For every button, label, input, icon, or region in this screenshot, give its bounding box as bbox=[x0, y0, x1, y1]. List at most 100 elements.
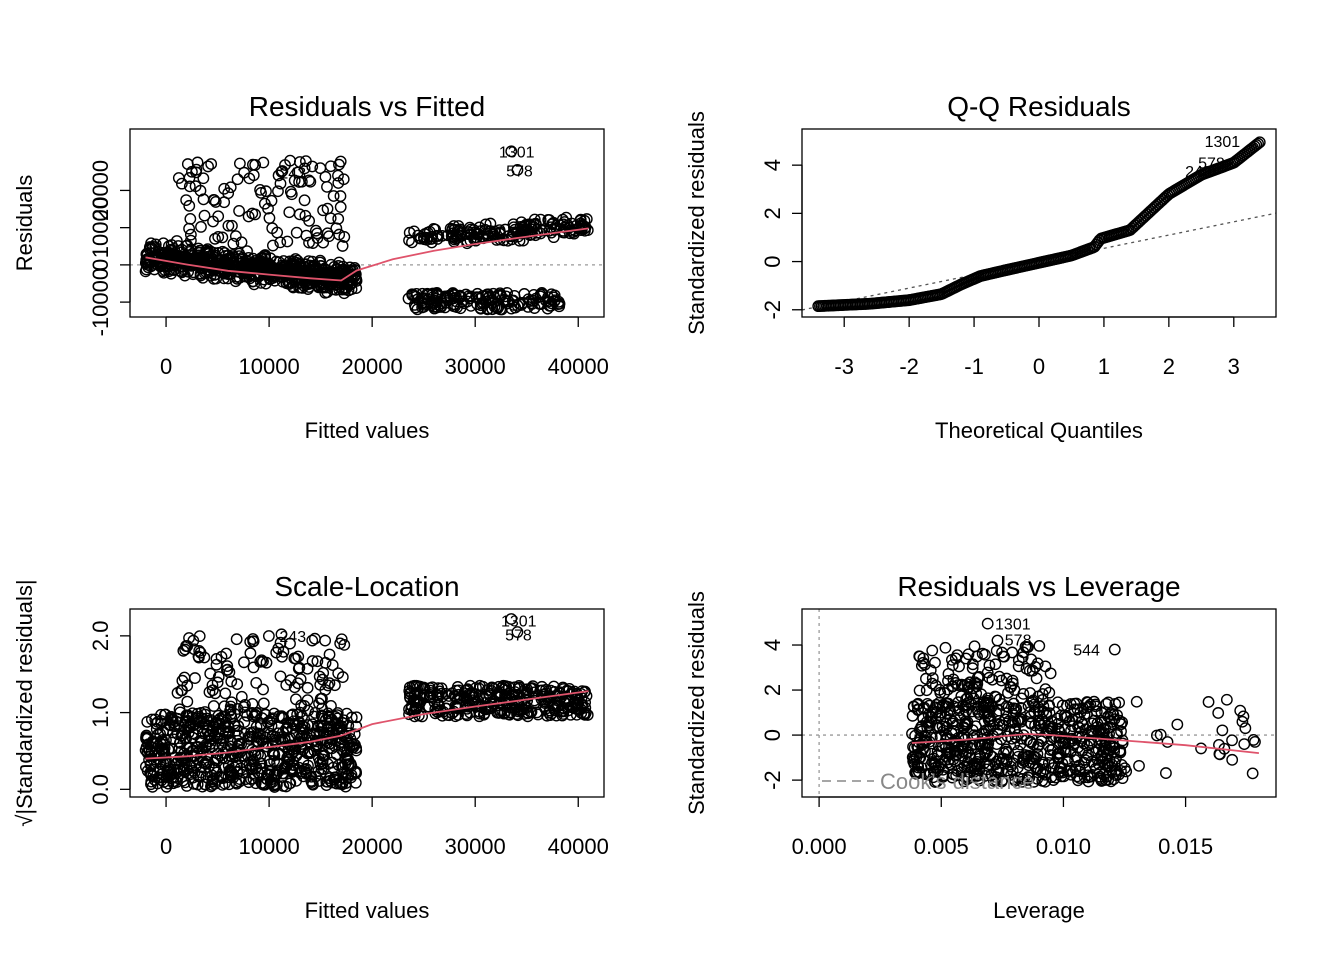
data-point bbox=[162, 765, 175, 778]
data-point bbox=[916, 719, 929, 732]
data-point bbox=[1097, 726, 1110, 739]
data-point bbox=[481, 684, 494, 696]
data-point bbox=[249, 762, 262, 775]
data-point bbox=[958, 708, 970, 721]
data-point bbox=[321, 180, 333, 193]
data-point bbox=[227, 237, 240, 250]
data-point bbox=[273, 747, 285, 760]
data-point bbox=[1226, 753, 1239, 766]
data-point bbox=[476, 290, 489, 302]
point-label: 243 bbox=[1185, 164, 1212, 181]
data-point bbox=[180, 194, 193, 206]
data-point bbox=[1246, 767, 1259, 780]
data-point bbox=[189, 672, 201, 684]
point-label: 1301 bbox=[501, 614, 537, 631]
data-point bbox=[247, 275, 260, 288]
data-point bbox=[927, 765, 940, 777]
y-tick-label: 20000 bbox=[88, 160, 113, 221]
data-point bbox=[326, 733, 339, 746]
x-tick-label: 40000 bbox=[548, 834, 609, 859]
data-point bbox=[243, 172, 256, 185]
data-point bbox=[260, 185, 272, 198]
data-point bbox=[177, 761, 189, 774]
data-point bbox=[512, 705, 525, 718]
data-point bbox=[220, 647, 233, 660]
data-point bbox=[508, 701, 521, 714]
data-point bbox=[1005, 768, 1017, 781]
data-point bbox=[198, 651, 211, 664]
data-point bbox=[921, 721, 934, 734]
data-point bbox=[285, 188, 298, 201]
x-tick-label: 40000 bbox=[548, 354, 609, 379]
data-point bbox=[989, 690, 1001, 703]
data-point bbox=[332, 212, 345, 225]
data-point bbox=[997, 752, 1010, 765]
data-point bbox=[327, 190, 340, 202]
data-point bbox=[1043, 725, 1055, 737]
data-point bbox=[273, 256, 286, 269]
data-point bbox=[488, 682, 501, 695]
data-point bbox=[314, 254, 327, 267]
data-point bbox=[940, 728, 953, 741]
data-point bbox=[339, 780, 352, 793]
data-point bbox=[1213, 738, 1225, 751]
data-point bbox=[1028, 706, 1041, 718]
data-point bbox=[321, 264, 334, 277]
data-point bbox=[175, 684, 188, 697]
data-point bbox=[956, 749, 969, 762]
y-axis-label: √|Standardized residuals| bbox=[12, 579, 37, 826]
data-point bbox=[226, 219, 238, 232]
data-point bbox=[262, 630, 275, 642]
data-point bbox=[225, 675, 238, 688]
y-tick-label: 0.0 bbox=[88, 774, 113, 805]
data-point bbox=[911, 759, 924, 771]
data-point bbox=[961, 692, 974, 704]
data-point bbox=[924, 711, 937, 723]
data-point bbox=[500, 680, 512, 693]
data-point bbox=[425, 236, 438, 249]
data-point bbox=[1195, 742, 1207, 755]
data-point bbox=[199, 706, 211, 718]
data-point bbox=[161, 724, 174, 737]
data-point bbox=[334, 155, 347, 168]
data-point bbox=[971, 769, 983, 781]
data-point bbox=[244, 647, 257, 660]
data-point bbox=[560, 211, 573, 224]
data-point bbox=[1027, 775, 1040, 788]
labeled-point bbox=[275, 628, 288, 641]
data-point bbox=[961, 773, 973, 786]
data-point bbox=[461, 684, 474, 696]
data-point bbox=[324, 212, 337, 225]
data-point bbox=[439, 290, 452, 303]
cooks-distance-legend: Cook's distance bbox=[880, 769, 1035, 794]
data-point bbox=[275, 711, 288, 724]
data-point bbox=[1024, 735, 1037, 748]
point-label: 1301 bbox=[995, 617, 1031, 634]
data-point bbox=[906, 709, 919, 722]
data-point bbox=[306, 634, 319, 647]
data-point bbox=[157, 776, 170, 788]
point-label: 243 bbox=[279, 166, 306, 183]
data-point bbox=[341, 753, 354, 766]
data-point bbox=[192, 770, 205, 783]
data-point bbox=[283, 206, 296, 219]
data-point bbox=[1044, 749, 1057, 761]
data-point bbox=[306, 160, 319, 173]
data-point bbox=[1238, 738, 1251, 751]
data-point bbox=[546, 218, 558, 231]
data-point bbox=[221, 664, 233, 676]
data-point bbox=[184, 234, 197, 247]
data-point bbox=[1161, 736, 1174, 748]
data-point bbox=[202, 160, 214, 173]
data-point bbox=[318, 749, 331, 762]
data-point bbox=[913, 684, 926, 697]
data-point bbox=[1041, 727, 1054, 740]
data-point bbox=[254, 261, 266, 274]
x-axis-label: Leverage bbox=[993, 898, 1085, 923]
data-point bbox=[233, 157, 246, 170]
data-point bbox=[412, 229, 425, 242]
data-point bbox=[140, 729, 153, 742]
data-point bbox=[513, 234, 526, 247]
data-point bbox=[945, 653, 958, 666]
